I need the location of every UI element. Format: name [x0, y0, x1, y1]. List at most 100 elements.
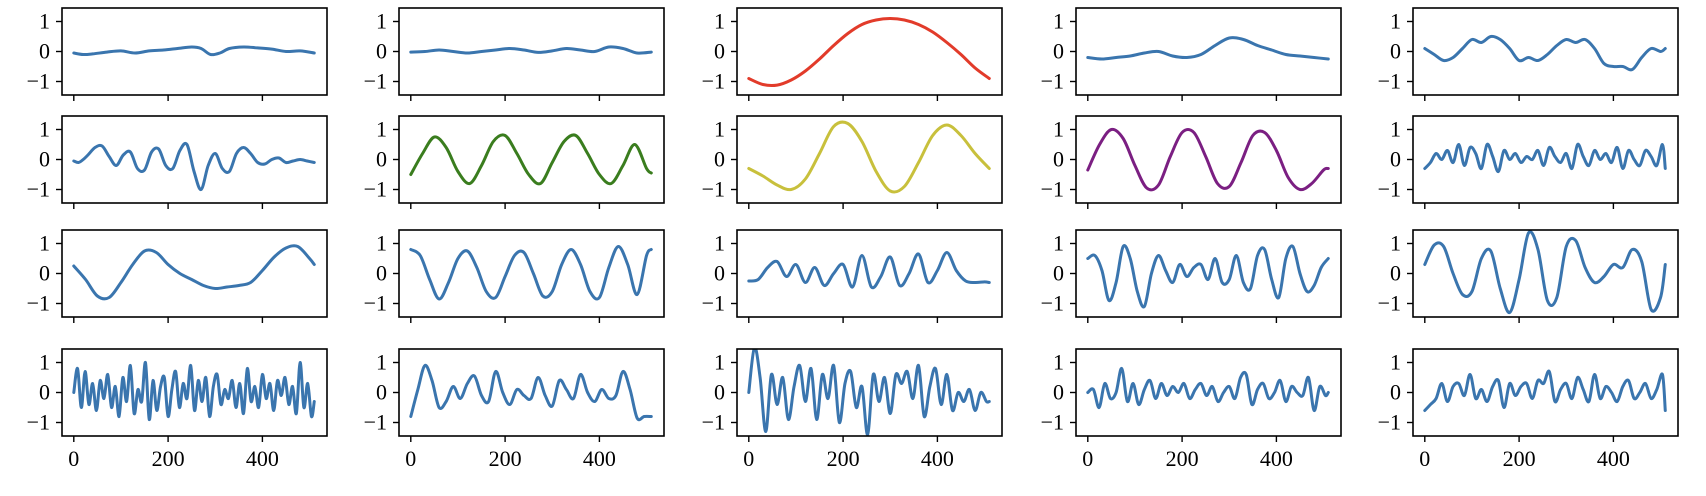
- panel-svg-r0-c4: −1 0 1: [1378, 7, 1679, 101]
- panel-r2-c1: −1 0 1: [337, 229, 669, 329]
- x-tick-label: 400: [1597, 446, 1630, 471]
- panel-r3-c0: −1 0 1 0 200 400: [0, 348, 332, 496]
- plot-frame: [1412, 7, 1679, 96]
- y-tick-label: −1: [1041, 177, 1064, 202]
- panel-r1-c0: −1 0 1: [0, 115, 332, 215]
- panel-r3-c4: −1 0 1 0 200 400: [1351, 348, 1683, 496]
- y-tick-label: 1: [39, 350, 50, 375]
- panel-r1-c1: −1 0 1: [337, 115, 669, 215]
- series-line-r0-c3: [1086, 36, 1330, 61]
- panel-svg-r1-c3: −1 0 1: [1041, 115, 1342, 209]
- y-tick-label: 0: [376, 261, 387, 286]
- series-line-r3-c4: [1423, 369, 1667, 412]
- y-tick-label: 1: [39, 9, 50, 34]
- series-line-r2-c1: [409, 245, 653, 301]
- x-tick-label: 400: [921, 446, 954, 471]
- y-tick-label: 0: [376, 147, 387, 172]
- y-tick-label: 1: [376, 231, 387, 256]
- panel-r1-c4: −1 0 1: [1351, 115, 1683, 215]
- panel-svg-r3-c2: −1 0 1 0 200 400: [702, 348, 1003, 471]
- plot-frame: [736, 229, 1003, 318]
- y-tick-label: 1: [714, 117, 725, 142]
- series-line-r3-c1: [409, 363, 653, 422]
- y-tick-label: −1: [702, 410, 725, 435]
- y-tick-label: 1: [39, 117, 50, 142]
- panel-r2-c3: −1 0 1: [1014, 229, 1346, 329]
- y-tick-label: 0: [1053, 261, 1064, 286]
- y-tick-label: 1: [1390, 117, 1401, 142]
- panel-svg-r0-c0: −1 0 1: [27, 7, 328, 101]
- x-tick-label: 400: [1260, 446, 1293, 471]
- y-tick-label: −1: [1378, 291, 1401, 316]
- plot-frame: [398, 348, 665, 437]
- y-tick-label: 1: [1053, 231, 1064, 256]
- y-tick-label: −1: [364, 69, 387, 94]
- panel-svg-r2-c2: −1 0 1: [702, 229, 1003, 323]
- series-line-r1-c0: [72, 141, 316, 191]
- y-tick-label: 1: [39, 231, 50, 256]
- y-tick-label: 0: [714, 261, 725, 286]
- y-tick-label: 1: [1390, 350, 1401, 375]
- x-tick-label: 200: [489, 446, 522, 471]
- y-tick-label: 0: [39, 39, 50, 64]
- y-tick-label: −1: [1041, 410, 1064, 435]
- x-tick-label: 200: [1503, 446, 1536, 471]
- y-tick-label: 0: [1390, 39, 1401, 64]
- panel-r3-c3: −1 0 1 0 200 400: [1014, 348, 1346, 496]
- x-tick-label: 400: [246, 446, 279, 471]
- x-tick-label: 0: [405, 446, 416, 471]
- panel-r2-c0: −1 0 1: [0, 229, 332, 329]
- series-line-r0-c1: [409, 45, 653, 55]
- y-tick-label: −1: [364, 177, 387, 202]
- y-tick-label: −1: [27, 291, 50, 316]
- y-tick-label: 1: [714, 231, 725, 256]
- panel-svg-r0-c3: −1 0 1: [1041, 7, 1342, 101]
- panel-r2-c4: −1 0 1: [1351, 229, 1683, 329]
- y-tick-label: −1: [702, 177, 725, 202]
- x-tick-label: 0: [1082, 446, 1093, 471]
- x-tick-label: 200: [152, 446, 185, 471]
- panel-r1-c3: −1 0 1: [1014, 115, 1346, 215]
- y-tick-label: 0: [1053, 147, 1064, 172]
- x-tick-label: 0: [68, 446, 79, 471]
- x-tick-label: 400: [583, 446, 616, 471]
- y-tick-label: 0: [1390, 147, 1401, 172]
- panel-svg-r1-c4: −1 0 1: [1378, 115, 1679, 209]
- y-tick-label: −1: [1378, 177, 1401, 202]
- panel-r1-c2: −1 0 1: [675, 115, 1007, 215]
- panel-svg-r1-c1: −1 0 1: [364, 115, 665, 209]
- panel-svg-r0-c1: −1 0 1: [364, 7, 665, 101]
- y-tick-label: 1: [1053, 350, 1064, 375]
- panel-svg-r1-c2: −1 0 1: [702, 115, 1003, 209]
- y-tick-label: 1: [376, 117, 387, 142]
- panel-r2-c2: −1 0 1: [675, 229, 1007, 329]
- y-tick-label: 1: [714, 9, 725, 34]
- panel-svg-r2-c4: −1 0 1: [1378, 229, 1679, 323]
- panel-r0-c2: −1 0 1: [675, 7, 1007, 107]
- series-line-r3-c2: [747, 349, 991, 436]
- panel-svg-r3-c4: −1 0 1 0 200 400: [1378, 348, 1679, 471]
- y-tick-label: 0: [1053, 39, 1064, 64]
- series-line-r1-c4: [1423, 142, 1667, 174]
- y-tick-label: −1: [364, 291, 387, 316]
- series-line-r2-c3: [1086, 244, 1330, 309]
- x-tick-label: 0: [1419, 446, 1430, 471]
- panel-svg-r2-c0: −1 0 1: [27, 229, 328, 323]
- panel-svg-r3-c3: −1 0 1 0 200 400: [1041, 348, 1342, 471]
- panel-r0-c1: −1 0 1: [337, 7, 669, 107]
- panel-r3-c1: −1 0 1 0 200 400: [337, 348, 669, 496]
- series-line-r0-c0: [72, 45, 316, 57]
- panel-svg-r3-c1: −1 0 1 0 200 400: [364, 348, 665, 471]
- panel-svg-r3-c0: −1 0 1 0 200 400: [27, 348, 328, 471]
- y-tick-label: 0: [39, 261, 50, 286]
- panel-r3-c2: −1 0 1 0 200 400: [675, 348, 1007, 496]
- y-tick-label: 1: [1053, 9, 1064, 34]
- panel-r0-c3: −1 0 1: [1014, 7, 1346, 107]
- y-tick-label: 0: [714, 380, 725, 405]
- y-tick-label: −1: [702, 69, 725, 94]
- y-tick-label: 0: [1053, 380, 1064, 405]
- y-tick-label: −1: [364, 410, 387, 435]
- y-tick-label: 1: [1390, 9, 1401, 34]
- y-tick-label: 1: [1053, 117, 1064, 142]
